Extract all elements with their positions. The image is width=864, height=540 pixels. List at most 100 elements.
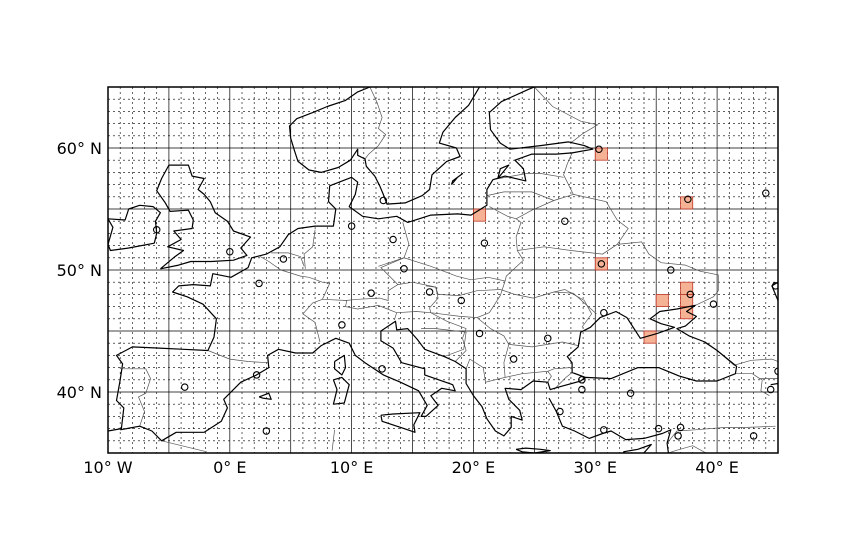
border-line [322,298,398,321]
border-line [421,328,467,357]
longitude-label: 10° W [83,458,132,477]
coastline [622,443,652,453]
station-marker [709,300,718,308]
coastline [108,204,161,252]
border-line [735,373,778,379]
longitude-label: 10° E [330,458,374,477]
border-line [573,194,629,245]
border-line [553,291,597,315]
coastline [548,397,672,453]
station-marker [674,432,682,440]
latitude-label: 40° N [57,383,102,402]
border-line [378,257,506,282]
station-marker [152,225,161,234]
highlighted-cell [680,293,694,307]
station-marker [226,247,234,256]
highlighted-cell [680,281,694,295]
coastline [380,412,421,433]
highlighted-cell [473,208,487,222]
station-marker [686,290,695,299]
station-marker [762,189,770,197]
border-line [345,222,410,301]
longitude-label: 20° E [452,458,496,477]
station-marker [252,371,261,379]
coastline [258,392,272,400]
station-marker [654,424,663,433]
highlighted-cell [680,196,694,210]
longitude-label: 30° E [573,458,617,477]
station-marker [626,389,635,397]
station-marker [600,308,608,317]
station-marker [578,385,586,394]
border-line [500,289,593,328]
border-line [396,311,467,362]
station-marker [667,266,675,274]
border-line [260,256,331,343]
major-graticule [108,87,778,453]
border-line [486,191,555,201]
station-marker [556,407,564,416]
border-line [505,370,552,383]
station-marker [378,365,386,373]
latitude-label: 50° N [57,261,102,280]
border-line [504,250,524,282]
station-marker [255,279,263,288]
border-line [430,280,506,318]
station-marker [400,265,408,273]
station-marker [600,426,608,434]
coastline [515,447,551,453]
station-marker [595,145,603,153]
coastline [334,354,347,376]
country-borders [121,87,778,453]
border-line [207,350,268,364]
map-frame [107,86,779,454]
border-line [534,87,599,143]
coastline [497,164,510,179]
station-marker [771,282,778,290]
border-line [271,252,305,267]
border-line [121,368,151,427]
station-marker [475,329,484,338]
border-line [759,378,770,397]
border-line [161,440,207,453]
latitude-label: 60° N [57,139,102,158]
border-line [303,229,316,269]
border-line [666,425,776,444]
station-marker [379,196,388,205]
coastline [120,304,738,442]
border-line [331,429,335,451]
station-marker [457,296,466,305]
station-marker [367,289,375,297]
border-line [364,87,387,160]
highlighted-cell [655,293,669,307]
border-line [703,341,778,366]
station-marker [676,423,685,432]
station-marker [684,195,692,203]
station-marker [749,432,758,440]
coastline [332,376,350,405]
station-markers [152,145,778,440]
border-line [465,344,510,383]
station-marker [480,239,489,247]
border-line [425,285,439,313]
station-marker [509,355,518,363]
station-marker [597,260,606,268]
border-line [476,317,579,348]
station-marker [766,385,775,394]
coastline [108,87,594,432]
station-marker [279,255,288,263]
station-marker [425,288,434,296]
highlighted-cell [594,257,608,271]
border-line [489,206,522,251]
border-line [397,281,501,296]
latitude-tick-labels: 40° N 50° N 60° N [57,139,102,402]
station-marker [578,376,586,384]
highlighted-cell [594,147,608,161]
border-line [547,367,570,372]
station-marker [544,334,552,343]
station-marker [180,383,189,391]
border-line [553,372,573,390]
station-marker [561,217,569,225]
longitude-label: 40° E [695,458,739,477]
